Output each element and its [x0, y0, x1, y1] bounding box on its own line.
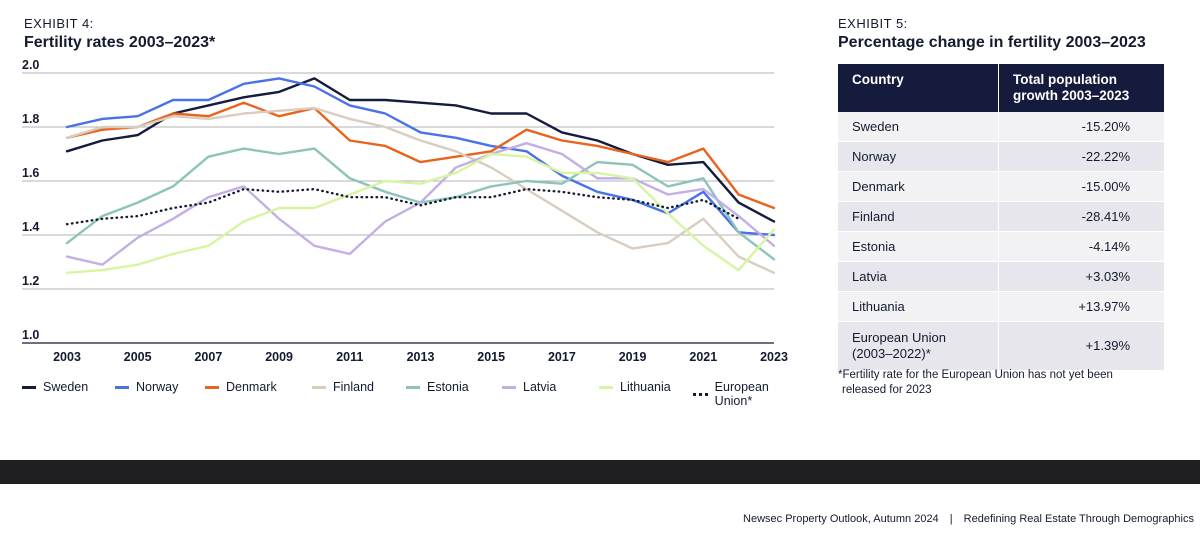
legend-label: Latvia [523, 380, 557, 394]
exhibit4-label: EXHIBIT 4: [24, 16, 94, 31]
table-footnote: *Fertility rate for the European Union h… [838, 368, 1178, 398]
row-value: -4.14% [998, 231, 1164, 262]
header-country: Country [838, 64, 999, 112]
legend-swatch [22, 385, 36, 389]
row-value: -28.41% [998, 201, 1164, 232]
legend-label: Norway [136, 380, 179, 394]
legend-swatch [115, 385, 129, 389]
row-country-eu: European Union (2003–2022)* [838, 321, 999, 371]
row-value: +3.03% [998, 261, 1164, 292]
y-tick-label: 1.2 [22, 274, 39, 288]
table-row: Estonia -4.14% [838, 231, 1164, 262]
series-line-norway [65, 77, 776, 237]
row-country: Denmark [838, 171, 999, 202]
x-tick-label: 2019 [619, 350, 647, 364]
fertility-line-chart: 1.0 1.2 1.4 1.6 1.8 2.0 2003 2005 2007 2009 2011 20… [22, 58, 788, 364]
legend-item: Norway [115, 380, 178, 394]
y-tick-label: 1.8 [22, 112, 39, 126]
footer-text: Newsec Property Outlook, Autumn 2024 | R… [743, 513, 1194, 525]
x-tick-label: 2007 [194, 350, 222, 364]
exhibit5-title: Percentage change in fertility 2003–2023 [838, 34, 1146, 51]
row-country: Norway [838, 141, 999, 172]
row-country: Finland [838, 201, 999, 232]
exhibit5-label: EXHIBIT 5: [838, 16, 908, 31]
legend-swatch [312, 385, 326, 389]
legend-label: Lithuania [620, 380, 671, 394]
table-row-eu: European Union (2003–2022)* +1.39% [838, 321, 1164, 371]
legend-item: Estonia [406, 380, 469, 394]
y-tick-label: 2.0 [22, 58, 39, 72]
legend-item: Finland [312, 380, 374, 394]
legend-item: Lithuania [599, 380, 671, 394]
exhibit4-title: Fertility rates 2003–2023* [24, 34, 216, 51]
footnote-line1: *Fertility rate for the European Union h… [838, 369, 1113, 381]
x-tick-label: 2023 [760, 350, 788, 364]
x-tick-label: 2017 [548, 350, 576, 364]
footer-publication: Newsec Property Outlook, Autumn 2024 [743, 513, 939, 525]
legend-item: Latvia [502, 380, 556, 394]
legend-label: Sweden [43, 380, 89, 394]
x-tick-label: 2005 [124, 350, 152, 364]
series-line-finland [65, 106, 776, 274]
series-line-denmark [65, 101, 776, 210]
x-tick-label: 2015 [477, 350, 505, 364]
row-country: Latvia [838, 261, 999, 292]
y-tick-label: 1.0 [22, 328, 39, 342]
x-tick-label: 2009 [265, 350, 293, 364]
row-country: Estonia [838, 231, 999, 262]
row-value-eu: +1.39% [998, 321, 1164, 371]
footer-separator: | [949, 513, 953, 525]
row-value: -15.00% [998, 171, 1164, 202]
table-row: Lithuania +13.97% [838, 291, 1164, 322]
legend-swatch [599, 385, 613, 389]
series-line-lithuania [65, 152, 776, 274]
table-row: Norway -22.22% [838, 141, 1164, 172]
legend-swatch [693, 392, 708, 396]
x-tick-label: 2011 [336, 350, 363, 364]
x-tick-label: 2021 [689, 350, 717, 364]
table-row: Finland -28.41% [838, 201, 1164, 232]
eu-country-line1: European Union [852, 330, 946, 345]
x-tick-label: 2003 [53, 350, 81, 364]
legend-label: European Union* [714, 380, 769, 408]
x-tick-label: 2013 [407, 350, 435, 364]
table-row: Denmark -15.00% [838, 171, 1164, 202]
row-value: -22.22% [998, 141, 1164, 172]
series-line-european-union [65, 187, 740, 226]
table-row: Latvia +3.03% [838, 261, 1164, 292]
legend-swatch [502, 385, 516, 389]
header-growth-line1: Total population [1013, 72, 1117, 87]
legend-swatch [205, 385, 219, 389]
legend-swatch [406, 385, 420, 389]
footnote-line2: released for 2023 [842, 384, 932, 396]
footer-tagline: Redefining Real Estate Through Demograph… [963, 513, 1194, 525]
legend-label: Denmark [226, 380, 277, 394]
growth-table: Country Total population growth 2003–202… [838, 64, 1164, 371]
row-value: -15.20% [998, 112, 1164, 142]
row-country: Sweden [838, 112, 999, 142]
legend-label: Finland [333, 380, 374, 394]
footer-band [0, 460, 1200, 484]
header-growth-line2: growth 2003–2023 [1013, 88, 1130, 103]
legend-item: European Union* [693, 380, 802, 408]
eu-country-line2: (2003–2022)* [852, 346, 931, 361]
y-tick-label: 1.6 [22, 166, 39, 180]
header-growth: Total population growth 2003–2023 [998, 64, 1164, 112]
legend-item: Denmark [205, 380, 277, 394]
row-value: +13.97% [998, 291, 1164, 322]
series-line-latvia [65, 141, 776, 266]
table-header-row: Country Total population growth 2003–202… [838, 64, 1164, 112]
series-line-sweden [65, 77, 776, 223]
legend-item: Sweden [22, 380, 88, 394]
legend-label: Estonia [427, 380, 469, 394]
y-tick-label: 1.4 [22, 220, 39, 234]
table-row: Sweden -15.20% [838, 112, 1164, 142]
row-country: Lithuania [838, 291, 999, 322]
chart-legend: Sweden Norway Denmark Finland Estonia Latvia L… [22, 380, 802, 408]
